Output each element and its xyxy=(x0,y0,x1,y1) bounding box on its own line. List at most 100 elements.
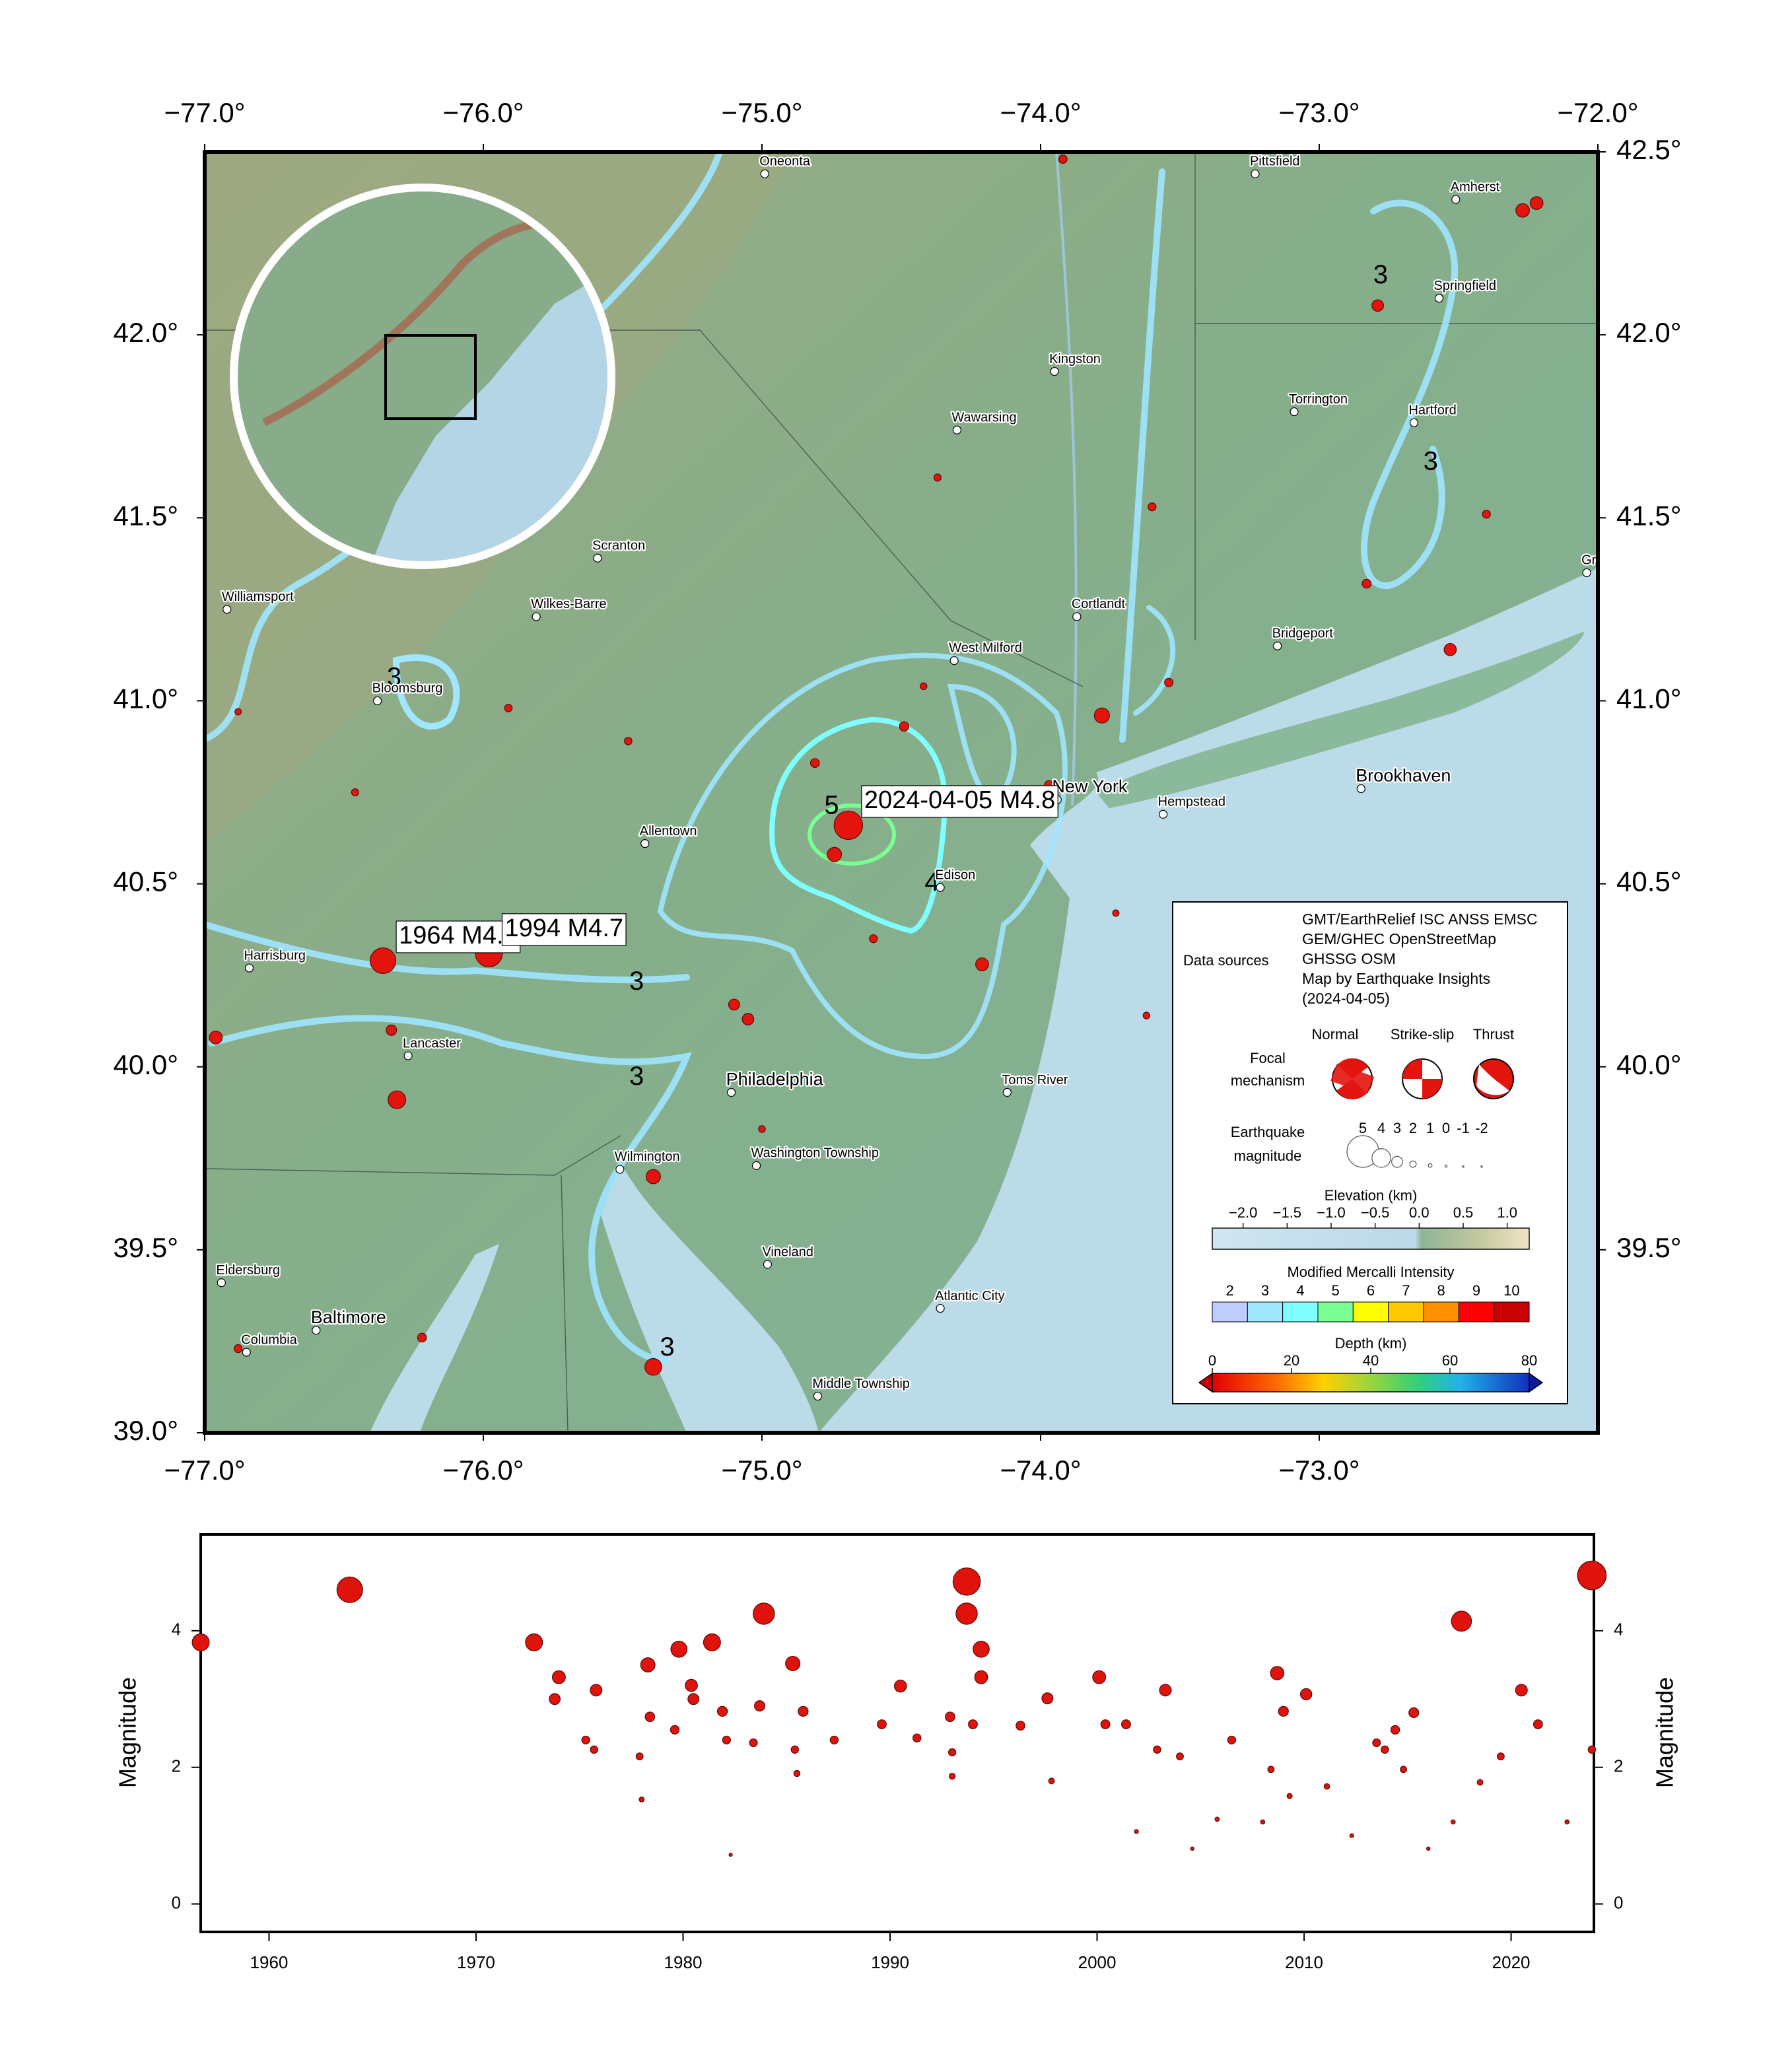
earthquake xyxy=(810,758,820,768)
point xyxy=(1372,1738,1381,1747)
point xyxy=(1260,1819,1266,1825)
point xyxy=(974,1670,988,1684)
mmi-swatch xyxy=(1282,1301,1319,1323)
point xyxy=(590,1745,598,1754)
mmi-swatch xyxy=(1212,1301,1248,1323)
city-marker xyxy=(615,1165,625,1174)
x-tick-label: −74.0° xyxy=(1000,1455,1081,1486)
point xyxy=(968,1719,978,1729)
elevation-tick-label: −1.0 xyxy=(1317,1204,1345,1221)
earthquake xyxy=(417,1332,427,1343)
contour-label: 3 xyxy=(629,1062,644,1091)
x-tick-label: −75.0° xyxy=(721,97,802,128)
mmi-label: 9 xyxy=(1472,1282,1480,1299)
city-marker xyxy=(1002,1087,1012,1097)
point xyxy=(1176,1752,1184,1761)
annotation-label: 1994 M4.7 xyxy=(504,914,623,942)
city-label: Bridgeport xyxy=(1272,627,1334,641)
city-marker xyxy=(403,1051,413,1060)
point xyxy=(525,1633,543,1651)
legend-source: (2024-04-05) xyxy=(1302,990,1390,1007)
point xyxy=(1016,1721,1025,1731)
city-label: Columbia xyxy=(241,1332,297,1347)
point xyxy=(687,1693,700,1705)
point xyxy=(1451,1610,1472,1632)
city-label: Baltimore xyxy=(311,1307,386,1327)
point xyxy=(716,1705,728,1717)
y-tick-label: 39.0° xyxy=(113,1415,178,1446)
city-marker xyxy=(1159,809,1168,819)
legend-mechanism-title: mechanism xyxy=(1231,1072,1305,1089)
depth-tick-label: 60 xyxy=(1442,1352,1458,1369)
elevation-tick-label: −2.0 xyxy=(1229,1204,1257,1221)
y-tick-label: 4 xyxy=(1614,1620,1623,1639)
earthquake xyxy=(504,704,513,712)
y-tick-label: 2 xyxy=(1614,1756,1623,1776)
y-tick-label: 40.5° xyxy=(1616,866,1682,897)
point xyxy=(1451,1819,1456,1825)
point xyxy=(753,1602,775,1625)
city-label: Lancaster xyxy=(403,1036,461,1050)
y-tick-label: 42.0° xyxy=(1616,317,1682,348)
point xyxy=(1564,1819,1570,1825)
inset-land xyxy=(234,188,611,565)
city-marker xyxy=(373,696,382,706)
point xyxy=(948,1773,956,1780)
point xyxy=(1496,1752,1505,1761)
inset-border xyxy=(230,184,615,569)
elevation-tick-label: −0.5 xyxy=(1361,1204,1389,1221)
city-marker xyxy=(217,1278,226,1288)
x-tick-label: −76.0° xyxy=(442,1455,524,1486)
earthquake xyxy=(1112,909,1120,917)
point xyxy=(749,1738,758,1747)
city-marker xyxy=(593,553,602,563)
x-tick-label: 2020 xyxy=(1492,1952,1531,1972)
point xyxy=(754,1700,765,1712)
earthquake xyxy=(827,846,843,862)
mmi-label: 7 xyxy=(1402,1282,1410,1299)
mmi-label: 3 xyxy=(1261,1282,1269,1299)
point xyxy=(1134,1829,1139,1834)
earthquake xyxy=(1148,502,1157,512)
inset-map xyxy=(230,184,615,569)
legend-magnitude-title: Earthquake xyxy=(1231,1124,1305,1140)
earthquake xyxy=(1058,155,1068,164)
point xyxy=(635,1752,644,1761)
earthquake xyxy=(388,1090,407,1109)
annotation-box xyxy=(501,913,627,946)
x-tick-label: −74.0° xyxy=(1000,97,1081,128)
city-label: Hempstead xyxy=(1158,795,1225,809)
point xyxy=(952,1567,981,1596)
city-label: Wawarsing xyxy=(951,411,1016,425)
point xyxy=(549,1693,561,1705)
city-label: Amherst xyxy=(1451,180,1500,194)
contour-label: 4 xyxy=(924,868,939,897)
x-tick-label: 2010 xyxy=(1285,1952,1323,1972)
contour-label: 3 xyxy=(660,1332,674,1361)
city-marker xyxy=(1451,195,1461,204)
legend-magnitude-circle xyxy=(1480,1165,1483,1168)
city-label: Kingston xyxy=(1049,352,1101,366)
legend-source: GHSSG OSM xyxy=(1302,950,1396,967)
city-label: Atlantic City xyxy=(935,1289,1005,1303)
x-tick-label: 1980 xyxy=(664,1952,703,1972)
y-tick-label: 40.0° xyxy=(1616,1049,1682,1080)
depth-colorbar-min xyxy=(1198,1372,1213,1393)
y-tick-label: 0 xyxy=(172,1892,181,1912)
point xyxy=(1390,1725,1400,1735)
x-tick-label: −77.0° xyxy=(164,1455,245,1486)
contour-label: 5 xyxy=(824,791,839,820)
earthquake xyxy=(728,998,740,1011)
point xyxy=(1159,1684,1172,1697)
earthquake xyxy=(209,1031,223,1045)
legend-magnitude-label: -1 xyxy=(1457,1120,1470,1136)
earthquake xyxy=(233,1344,243,1354)
point xyxy=(1577,1560,1607,1591)
point xyxy=(1048,1777,1055,1785)
legend-magnitude-label: 1 xyxy=(1426,1120,1434,1136)
y-tick-label: 40.0° xyxy=(113,1049,178,1080)
earthquake xyxy=(1443,642,1457,656)
earthquake xyxy=(386,1024,397,1036)
mmi-label: 2 xyxy=(1226,1282,1234,1299)
point xyxy=(973,1640,990,1658)
